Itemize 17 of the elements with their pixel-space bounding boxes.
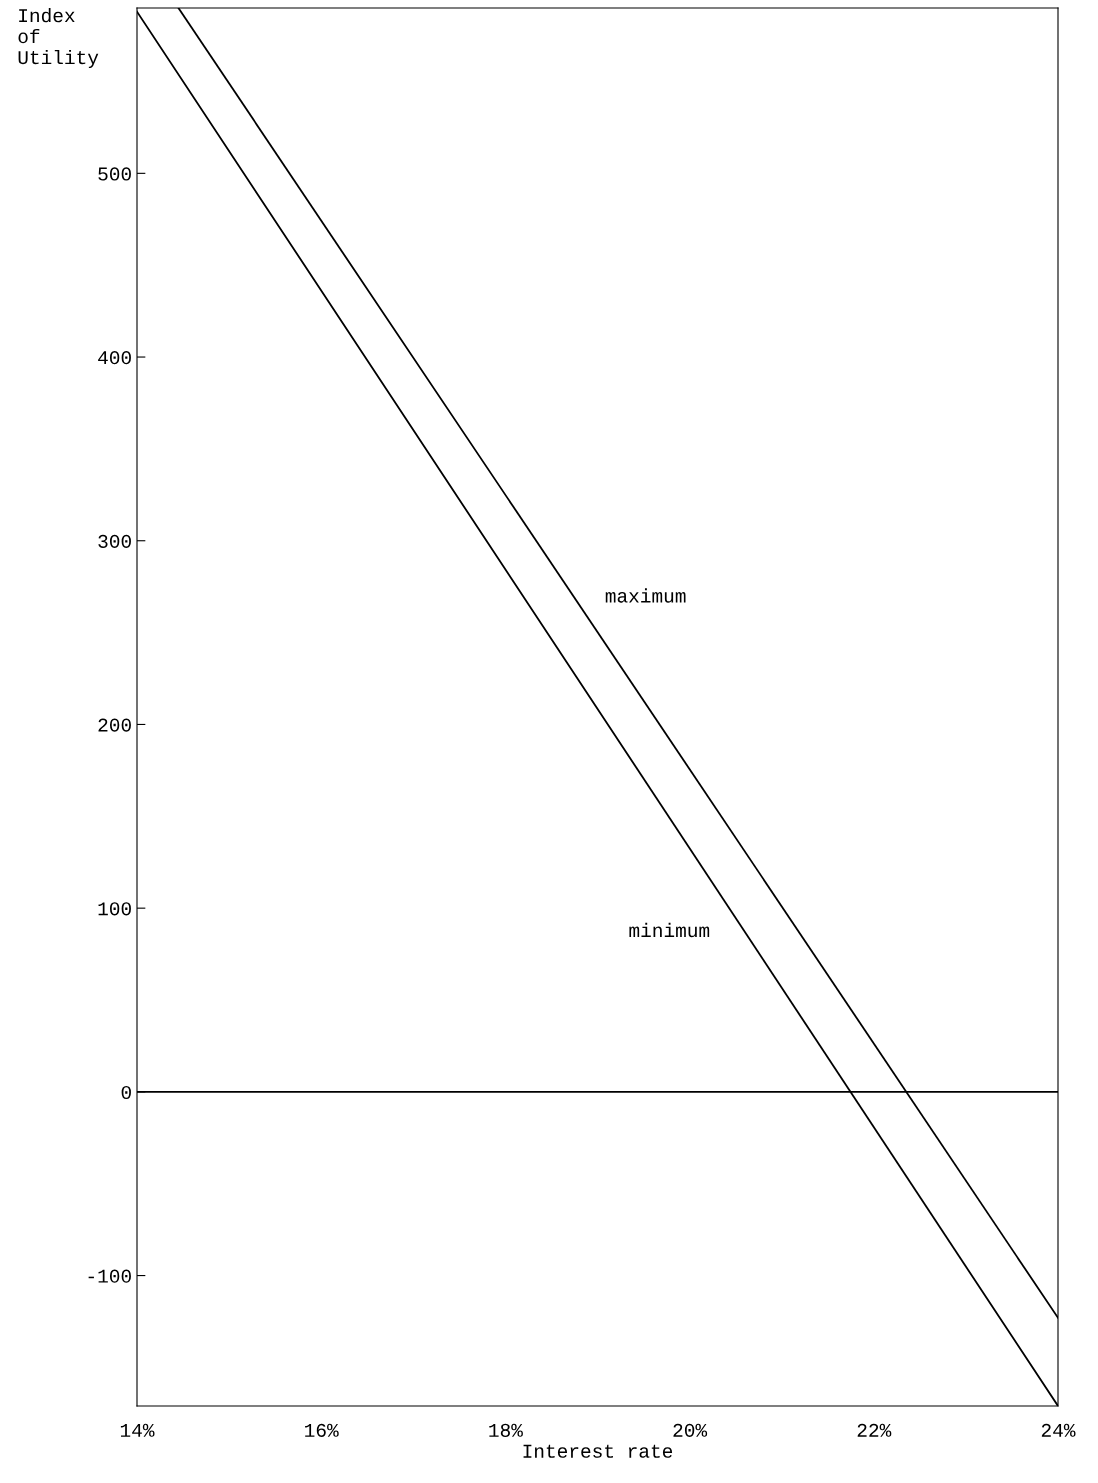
x-tick-label: 16% [305, 1423, 339, 1437]
x-tick-label: 24% [1041, 1423, 1076, 1437]
y-tick-label: 300 [98, 534, 131, 548]
y-tick-label: -100 [88, 1269, 131, 1283]
x-tick-label: 14% [120, 1423, 155, 1437]
y-tick-label: 100 [98, 902, 131, 916]
y-tick-label: 200 [98, 718, 131, 732]
y-tick-label: 0 [121, 1085, 131, 1100]
x-axis-title: Interest rate [523, 1444, 673, 1458]
y-tick-label: 500 [98, 167, 131, 181]
x-tick-label: 22% [857, 1423, 892, 1437]
x-tick-label: 20% [673, 1423, 708, 1437]
y-tick-label: 400 [98, 351, 131, 365]
series-label: maximum [605, 588, 686, 603]
series-label: minimum [629, 922, 710, 938]
x-tick-label: 18% [489, 1423, 523, 1437]
y-axis-title: Index of Utility [18, 8, 99, 69]
